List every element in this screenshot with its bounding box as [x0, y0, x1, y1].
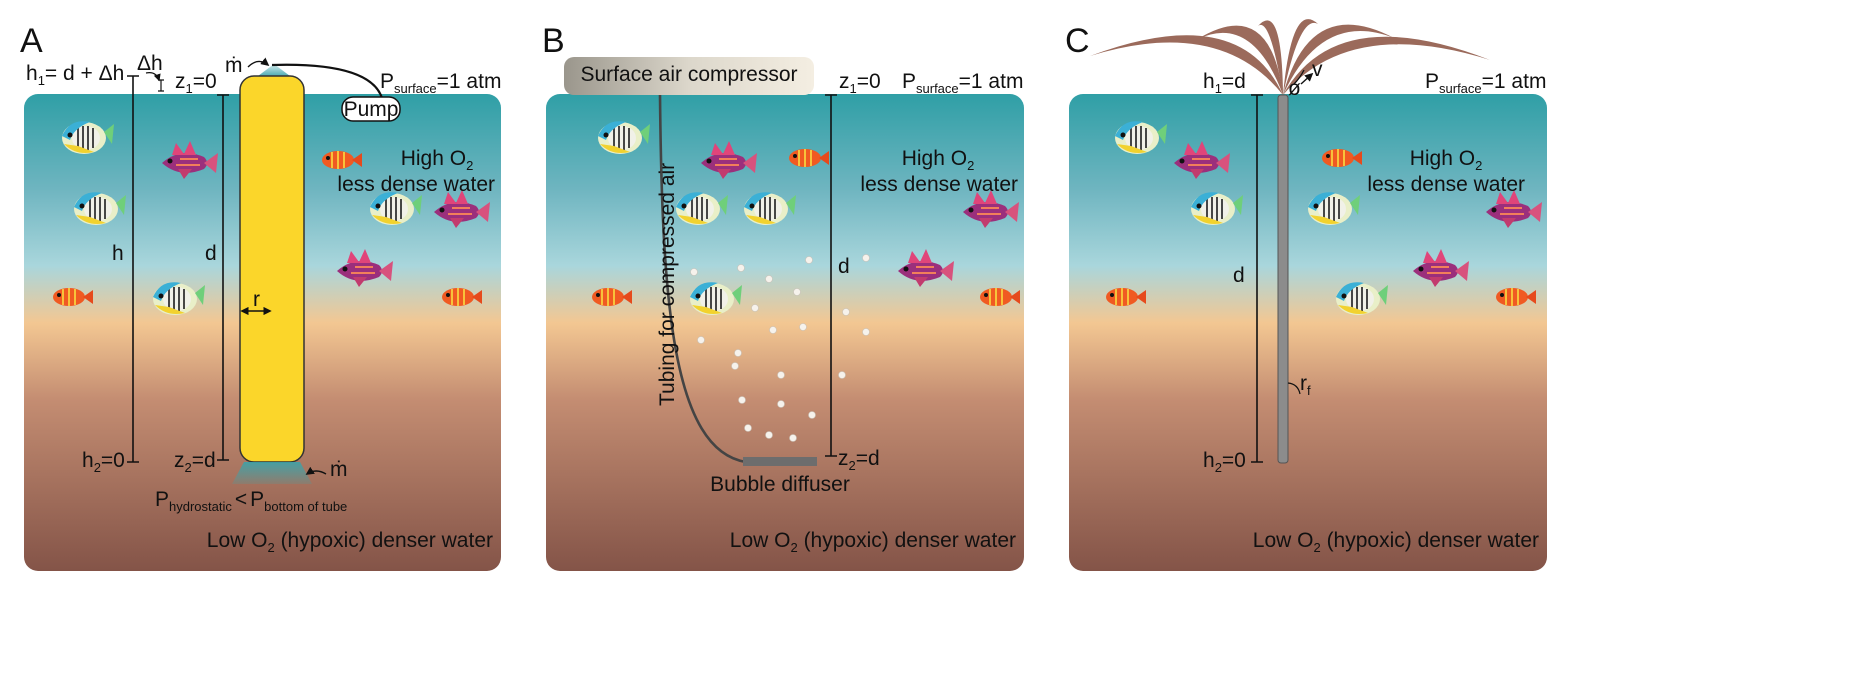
delta-h-arrow: [145, 72, 161, 82]
less-dense-label: less dense water: [860, 173, 1018, 196]
fountain-jets: [1090, 19, 1490, 95]
h-dimension-line: [127, 75, 139, 463]
water-body: [546, 94, 1024, 571]
panel-letter: B: [542, 22, 565, 60]
pump-box: [341, 96, 401, 122]
h1-label: h1=d: [1203, 70, 1246, 96]
bubble-diffuser: [743, 457, 817, 466]
hydrostatic-inequality: Phydrostatic < Pbottom of tube: [155, 488, 347, 514]
air-bubbles: [690, 254, 870, 442]
high-o2-label: High O2: [902, 147, 975, 173]
z1-label: z1=0: [175, 70, 217, 96]
compressor-label: Surface air compressor: [580, 63, 797, 86]
phi-label: ø: [1288, 77, 1301, 100]
low-o2-label: Low O2 (hypoxic) denser water: [730, 529, 1016, 555]
h1-label: h1= d + Δh: [26, 62, 124, 88]
surface-pressure-label: Psurface=1 atm: [380, 70, 501, 96]
less-dense-label: less dense water: [337, 173, 495, 196]
panel-a: A Pump h1= d + Δh Δh z1=0: [20, 22, 501, 571]
d-label: d: [205, 242, 217, 265]
low-o2-label: Low O2 (hypoxic) denser water: [207, 529, 493, 555]
velocity-arrow: [1300, 72, 1314, 85]
delta-h-marker: [158, 79, 164, 92]
pump-pipe: [271, 63, 384, 99]
d-dimension-line: [217, 94, 229, 461]
panel-letter: A: [20, 22, 43, 60]
pump-label: Pump: [344, 98, 399, 121]
angle-arc: [1293, 69, 1305, 85]
outflow-plume: [258, 64, 290, 76]
yellow-tube: [239, 75, 305, 463]
z2-label: z2=d: [838, 447, 880, 473]
z2-label: z2=d: [174, 449, 216, 475]
d-label: d: [1233, 264, 1245, 287]
high-o2-label: High O2: [1410, 147, 1483, 173]
rf-leader: [1287, 382, 1301, 395]
air-tubing: [658, 94, 747, 464]
low-o2-label: Low O2 (hypoxic) denser water: [1253, 529, 1539, 555]
d-dimension-line: [1251, 94, 1263, 463]
less-dense-label: less dense water: [1367, 173, 1525, 196]
z1-label: z1=0: [839, 70, 881, 96]
mdot-top-arrow: [247, 57, 270, 68]
rf-label: rf: [1300, 372, 1311, 398]
d-label: d: [838, 255, 850, 278]
mdot-top-label: ṁ: [225, 54, 243, 77]
surface-pressure-label: Psurface=1 atm: [902, 70, 1023, 96]
d-dimension-line: [825, 94, 837, 457]
tubing-label: Tubing for compressed air: [656, 163, 679, 406]
surface-pressure-label: Psurface=1 atm: [1425, 70, 1546, 96]
inflow-plume: [232, 462, 312, 484]
diffuser-label: Bubble diffuser: [710, 473, 850, 496]
velocity-label: v: [1312, 58, 1323, 81]
panel-c: C h1=d ø v Psurface=1 at: [1065, 19, 1547, 571]
high-o2-label: High O2: [401, 147, 474, 173]
r-label: r: [253, 288, 260, 311]
h2-label: h2=0: [1203, 449, 1246, 475]
panel-b: B Surface air compressor Tubing for comp…: [542, 22, 1024, 571]
water-body: [1069, 94, 1547, 571]
fountain-pipe: [1277, 94, 1289, 464]
panel-letter: C: [1065, 22, 1090, 60]
h2-label: h2=0: [82, 449, 125, 475]
air-compressor: [564, 57, 814, 95]
h-label: h: [112, 242, 124, 265]
delta-h-label: Δh: [137, 52, 163, 75]
mdot-bottom-label: ṁ: [330, 458, 348, 481]
mdot-bottom-arrow: [305, 466, 327, 475]
